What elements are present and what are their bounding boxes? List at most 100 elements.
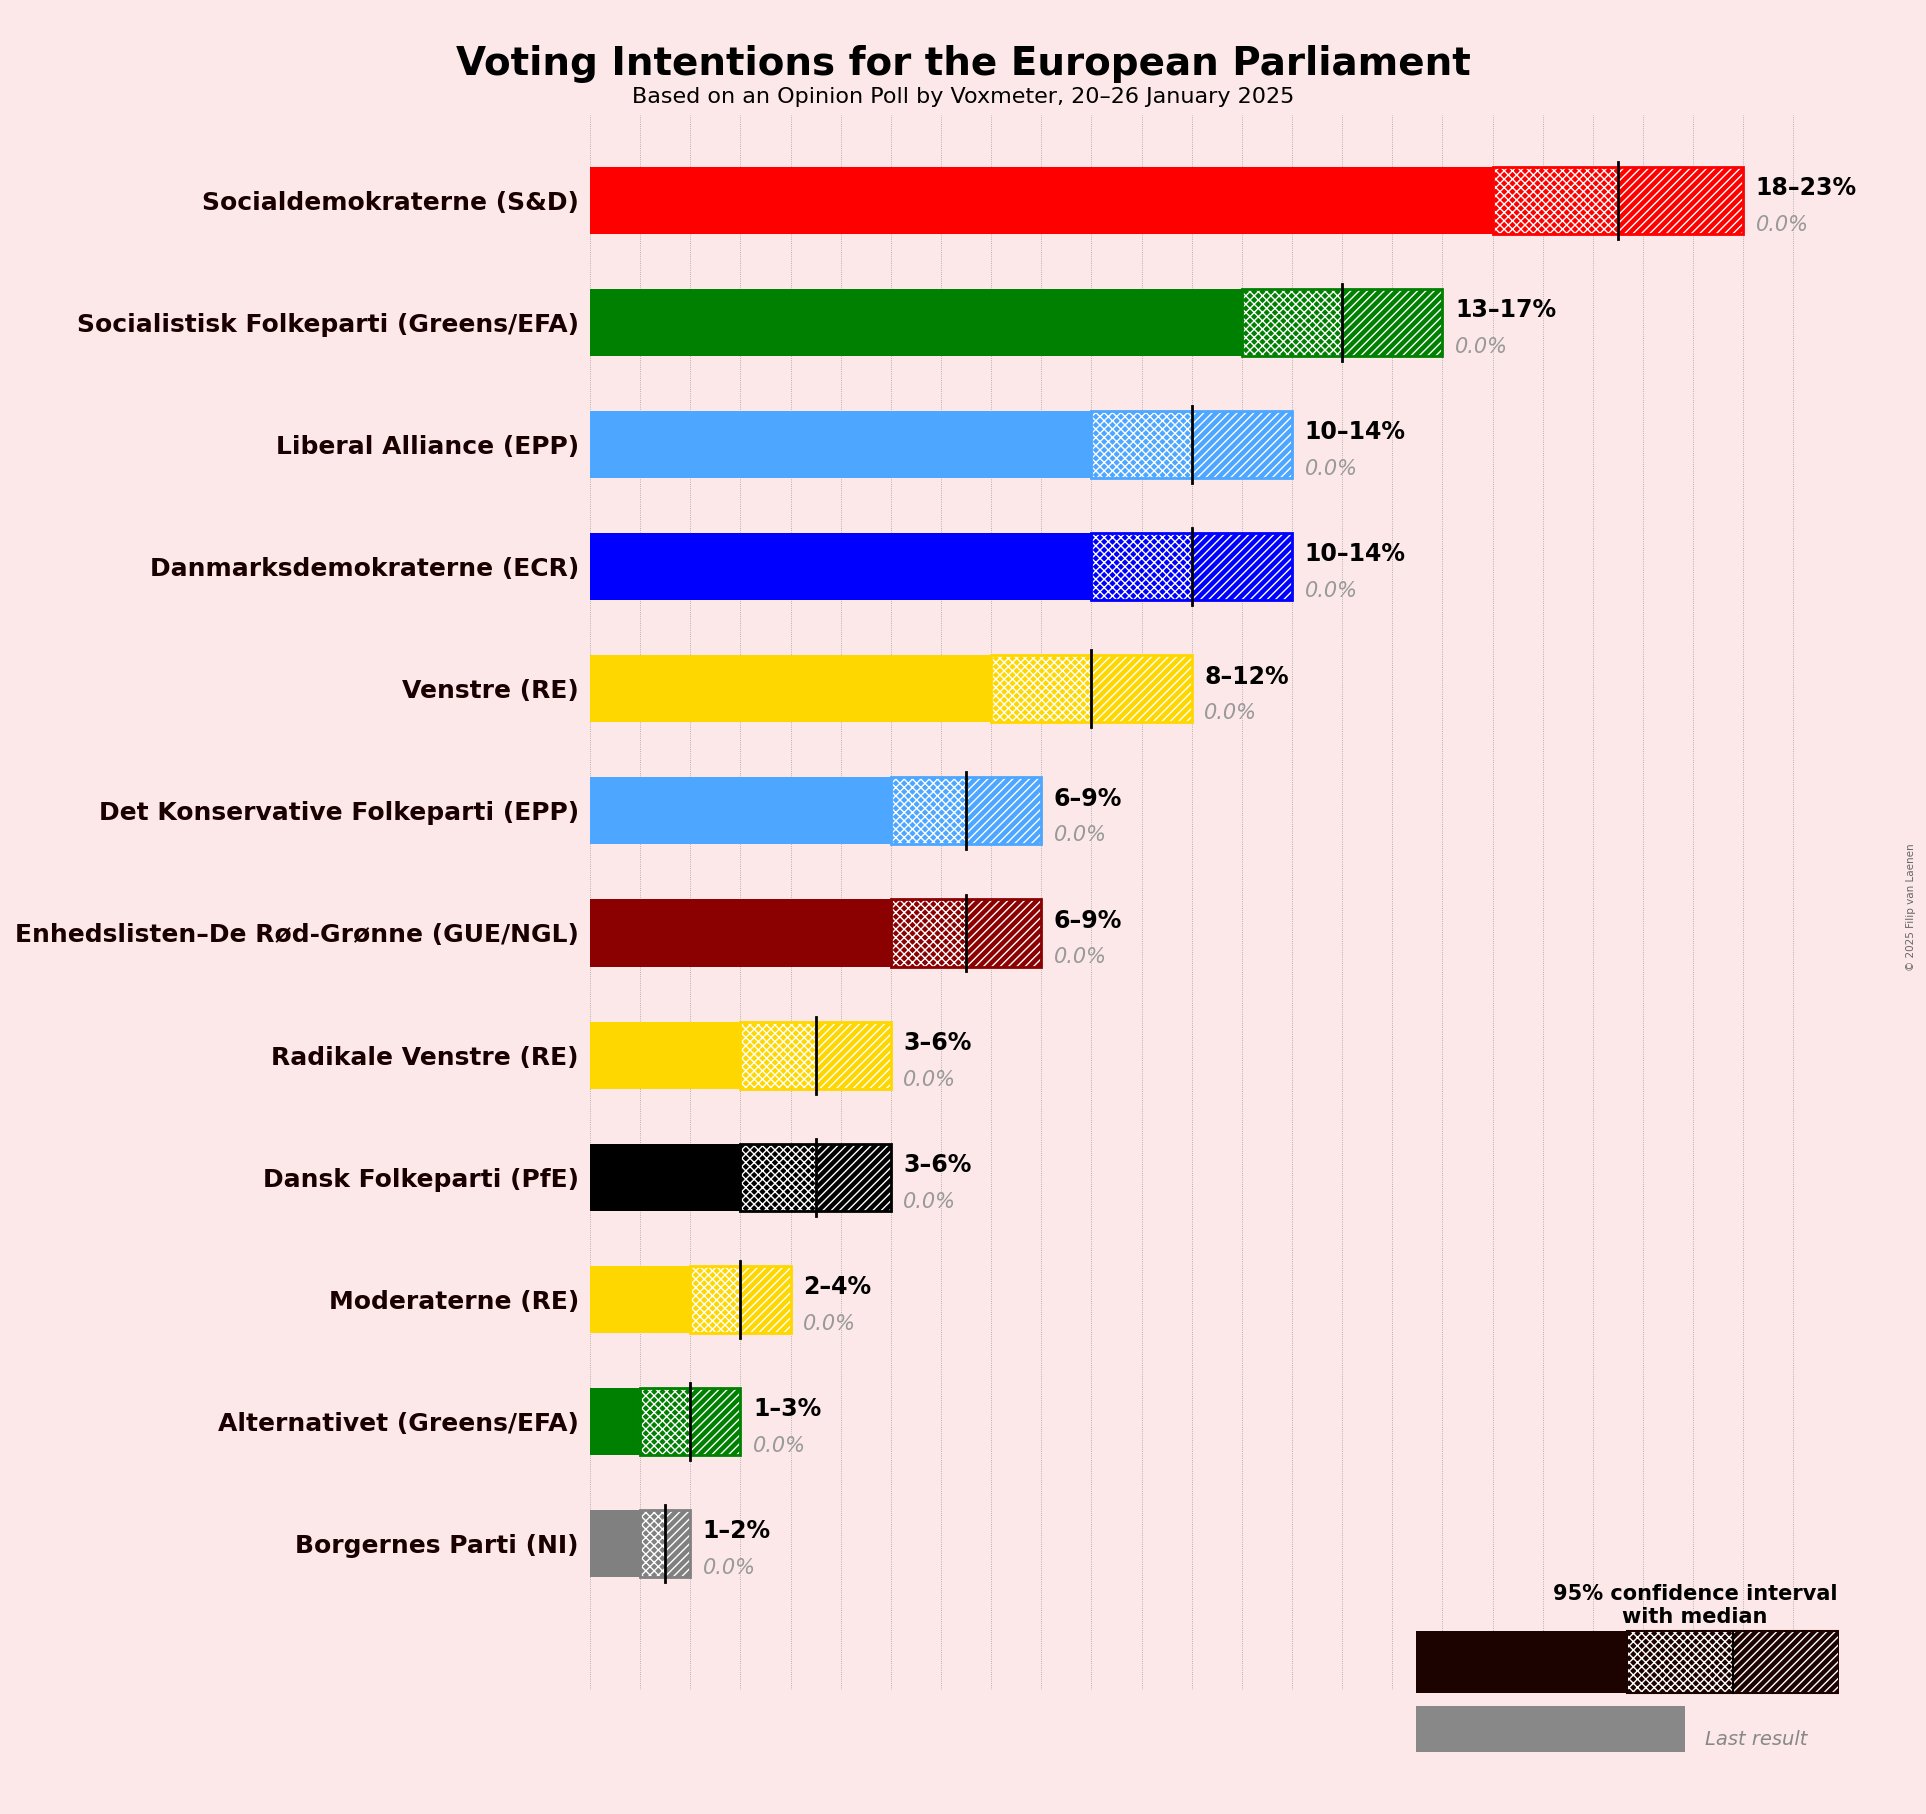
Bar xyxy=(1627,1631,1733,1692)
Bar xyxy=(892,776,967,845)
Bar xyxy=(1242,288,1342,356)
Bar xyxy=(589,655,992,722)
Bar xyxy=(892,776,967,845)
Bar xyxy=(1242,288,1342,356)
Bar xyxy=(1092,533,1192,600)
Text: 0.0%: 0.0% xyxy=(1054,947,1107,967)
Text: 0.0%: 0.0% xyxy=(703,1558,755,1578)
Text: © 2025 Filip van Laenen: © 2025 Filip van Laenen xyxy=(1907,844,1916,970)
Bar xyxy=(1092,533,1292,600)
Bar xyxy=(589,1388,639,1455)
Bar xyxy=(740,1143,815,1210)
Bar xyxy=(815,1143,892,1210)
Bar xyxy=(967,776,1042,845)
Text: 0.0%: 0.0% xyxy=(803,1313,855,1333)
Text: 0.0%: 0.0% xyxy=(903,1192,957,1212)
Bar xyxy=(815,1021,892,1088)
Bar xyxy=(589,167,1493,234)
Bar xyxy=(639,1388,690,1455)
Text: 6–9%: 6–9% xyxy=(1054,909,1123,932)
Text: 10–14%: 10–14% xyxy=(1304,542,1406,566)
Text: 8–12%: 8–12% xyxy=(1204,664,1288,689)
Text: 95% confidence interval
with median: 95% confidence interval with median xyxy=(1552,1584,1837,1627)
Bar xyxy=(1493,167,1618,234)
Bar xyxy=(1092,412,1192,479)
Bar xyxy=(589,288,1242,356)
Bar xyxy=(1192,412,1292,479)
Text: 0.0%: 0.0% xyxy=(1304,459,1358,479)
Text: 0.0%: 0.0% xyxy=(903,1070,957,1090)
Text: 10–14%: 10–14% xyxy=(1304,421,1406,444)
Bar xyxy=(740,1021,892,1088)
Bar xyxy=(1242,288,1443,356)
Text: 6–9%: 6–9% xyxy=(1054,787,1123,811)
Bar xyxy=(1192,533,1292,600)
Bar xyxy=(690,1266,740,1333)
Bar xyxy=(892,900,967,967)
Bar xyxy=(1192,412,1292,479)
Bar xyxy=(664,1509,690,1576)
Bar xyxy=(740,1266,790,1333)
Text: 13–17%: 13–17% xyxy=(1454,297,1556,323)
Bar xyxy=(664,1509,690,1576)
Bar xyxy=(1733,1631,1839,1692)
Bar xyxy=(740,1021,815,1088)
Bar xyxy=(1493,167,1743,234)
Bar xyxy=(690,1266,740,1333)
Bar xyxy=(690,1388,740,1455)
Bar xyxy=(1092,533,1192,600)
Bar xyxy=(1342,288,1443,356)
Text: Voting Intentions for the European Parliament: Voting Intentions for the European Parli… xyxy=(456,45,1470,83)
Bar xyxy=(639,1509,664,1576)
Bar xyxy=(992,655,1092,722)
Text: 2–4%: 2–4% xyxy=(803,1275,871,1299)
Bar xyxy=(740,1266,790,1333)
Bar xyxy=(1627,1631,1733,1692)
Text: Last result: Last result xyxy=(1705,1731,1807,1749)
Bar xyxy=(1092,412,1192,479)
Bar xyxy=(892,900,1042,967)
Bar xyxy=(639,1388,690,1455)
Bar xyxy=(1192,533,1292,600)
Bar xyxy=(967,900,1042,967)
Text: Based on an Opinion Poll by Voxmeter, 20–26 January 2025: Based on an Opinion Poll by Voxmeter, 20… xyxy=(632,87,1294,107)
Bar xyxy=(589,900,892,967)
Bar xyxy=(690,1388,740,1455)
Bar xyxy=(639,1509,664,1576)
Bar xyxy=(1618,167,1743,234)
Bar xyxy=(892,900,967,967)
Bar xyxy=(589,412,1092,479)
Bar xyxy=(1092,655,1192,722)
Bar xyxy=(967,900,1042,967)
Text: 3–6%: 3–6% xyxy=(903,1030,973,1056)
Bar xyxy=(589,1143,740,1210)
Text: 3–6%: 3–6% xyxy=(903,1154,973,1177)
Bar xyxy=(1416,1631,1627,1692)
Text: 0.0%: 0.0% xyxy=(1054,825,1107,845)
Bar xyxy=(992,655,1092,722)
Bar xyxy=(589,776,892,845)
Text: 0.0%: 0.0% xyxy=(1304,580,1358,600)
Bar xyxy=(1092,412,1292,479)
Bar xyxy=(1342,288,1443,356)
Bar xyxy=(589,1509,639,1576)
Bar xyxy=(589,1021,740,1088)
Bar xyxy=(1627,1631,1839,1692)
Bar xyxy=(639,1388,740,1455)
Text: 0.0%: 0.0% xyxy=(1757,214,1809,234)
Bar xyxy=(589,1266,690,1333)
Text: 1–2%: 1–2% xyxy=(703,1520,770,1544)
Text: 18–23%: 18–23% xyxy=(1757,176,1857,200)
Bar xyxy=(892,776,1042,845)
Bar xyxy=(1493,167,1618,234)
Text: 0.0%: 0.0% xyxy=(753,1437,805,1457)
Bar xyxy=(639,1509,690,1576)
Bar xyxy=(815,1143,892,1210)
Bar xyxy=(589,533,1092,600)
Bar xyxy=(740,1143,815,1210)
Text: 0.0%: 0.0% xyxy=(1454,337,1508,357)
Bar xyxy=(967,776,1042,845)
Bar xyxy=(1092,655,1192,722)
Bar xyxy=(815,1021,892,1088)
Bar xyxy=(1618,167,1743,234)
